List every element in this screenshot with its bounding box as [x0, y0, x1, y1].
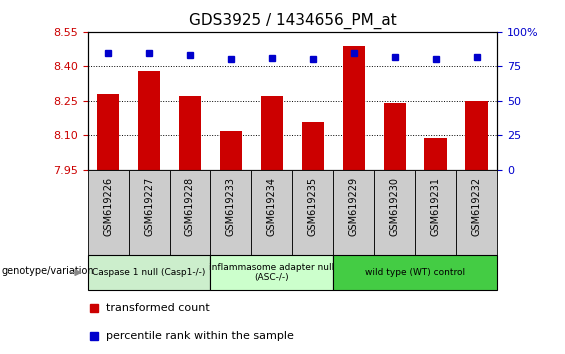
Bar: [415, 170, 457, 255]
Bar: [251, 170, 293, 255]
Text: genotype/variation: genotype/variation: [2, 266, 94, 276]
Text: GSM619229: GSM619229: [349, 177, 359, 236]
Bar: [211, 170, 251, 255]
Bar: [333, 170, 374, 255]
Bar: [260, 96, 283, 170]
Text: GSM619233: GSM619233: [226, 177, 236, 236]
Bar: [179, 96, 201, 170]
Text: Caspase 1 null (Casp1-/-): Caspase 1 null (Casp1-/-): [92, 268, 206, 277]
Bar: [211, 255, 333, 290]
Bar: [97, 94, 119, 170]
Bar: [333, 255, 497, 290]
Bar: [88, 170, 129, 255]
Bar: [88, 255, 211, 290]
Text: percentile rank within the sample: percentile rank within the sample: [106, 331, 294, 341]
Text: GSM619232: GSM619232: [472, 177, 482, 236]
Bar: [374, 170, 415, 255]
Bar: [293, 170, 333, 255]
Text: transformed count: transformed count: [106, 303, 210, 313]
Text: GSM619227: GSM619227: [144, 177, 154, 236]
Bar: [424, 138, 447, 170]
Bar: [342, 46, 365, 170]
Title: GDS3925 / 1434656_PM_at: GDS3925 / 1434656_PM_at: [189, 13, 396, 29]
Bar: [138, 71, 160, 170]
Bar: [384, 103, 406, 170]
Text: GSM619228: GSM619228: [185, 177, 195, 236]
Text: GSM619226: GSM619226: [103, 177, 113, 236]
Text: GSM619230: GSM619230: [390, 177, 400, 236]
Text: GSM619231: GSM619231: [431, 177, 441, 236]
Bar: [466, 101, 488, 170]
Bar: [170, 170, 210, 255]
Text: GSM619235: GSM619235: [308, 177, 318, 236]
Text: GSM619234: GSM619234: [267, 177, 277, 236]
Bar: [457, 170, 497, 255]
Text: inflammasome adapter null
(ASC-/-): inflammasome adapter null (ASC-/-): [209, 263, 334, 282]
Bar: [220, 131, 242, 170]
Bar: [302, 122, 324, 170]
Bar: [129, 170, 170, 255]
Text: wild type (WT) control: wild type (WT) control: [365, 268, 466, 277]
